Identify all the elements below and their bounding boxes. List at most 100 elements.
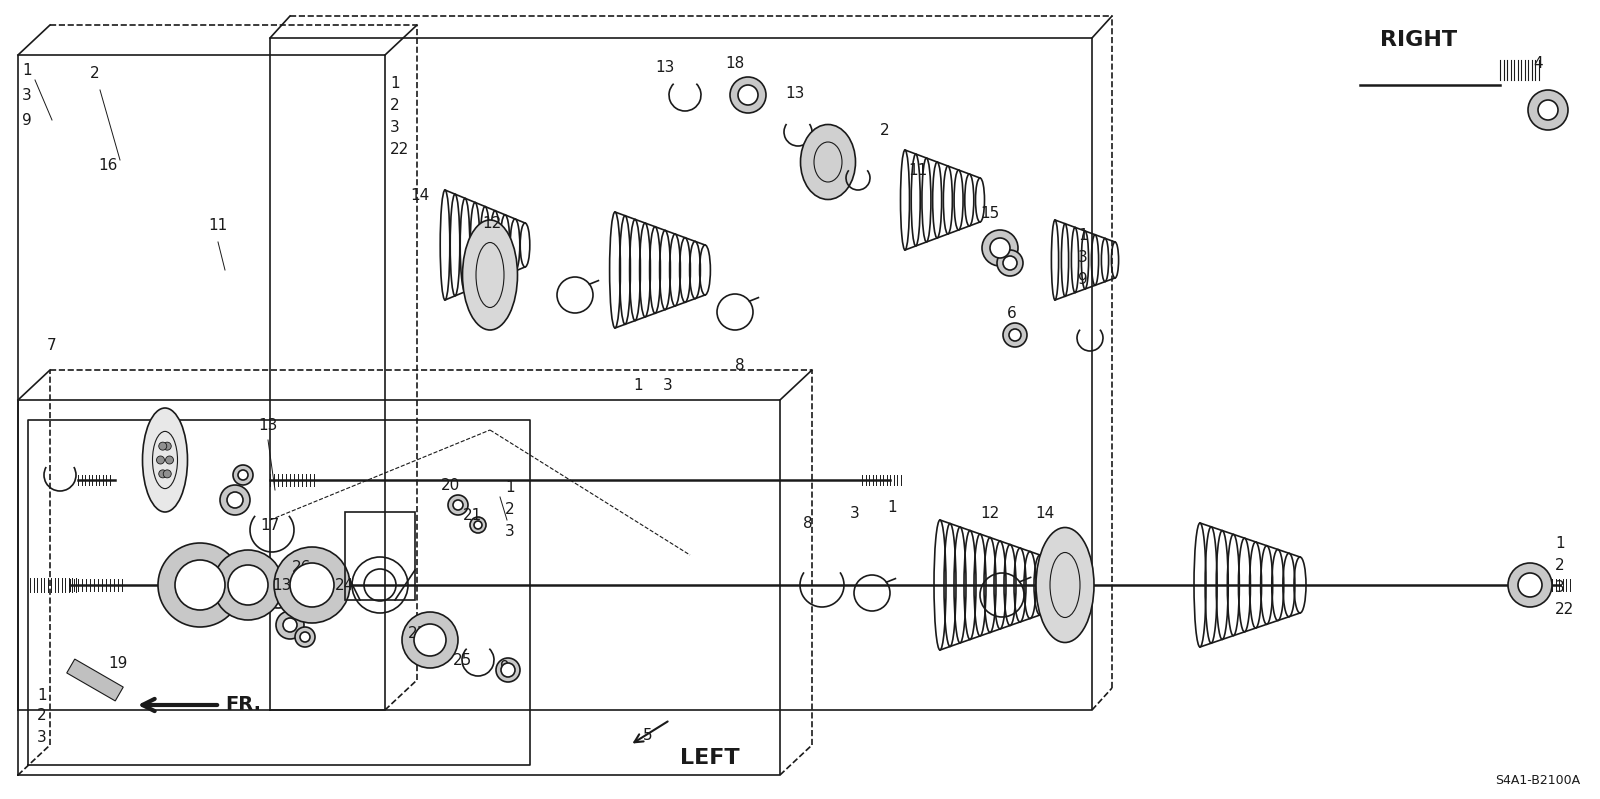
Text: LEFT: LEFT (680, 748, 739, 768)
Text: 19: 19 (109, 656, 128, 671)
Circle shape (238, 470, 248, 480)
Circle shape (496, 658, 520, 682)
Text: 13: 13 (656, 60, 675, 75)
Text: 1: 1 (634, 378, 643, 393)
Text: 13: 13 (258, 418, 278, 433)
Text: 2: 2 (1555, 558, 1565, 573)
Circle shape (165, 456, 173, 464)
Circle shape (414, 624, 446, 656)
Circle shape (174, 560, 226, 610)
Text: 1: 1 (22, 63, 32, 78)
Text: 3: 3 (1078, 250, 1088, 265)
Circle shape (301, 632, 310, 642)
Circle shape (1507, 563, 1552, 607)
Circle shape (221, 485, 250, 515)
Circle shape (1528, 90, 1568, 130)
Text: 12: 12 (981, 506, 1000, 521)
Ellipse shape (1037, 527, 1094, 642)
Circle shape (1518, 573, 1542, 597)
Text: 4: 4 (1533, 56, 1542, 71)
Circle shape (997, 250, 1022, 276)
Circle shape (1003, 256, 1018, 270)
Text: 22: 22 (1555, 602, 1574, 617)
Text: 2: 2 (90, 66, 99, 81)
Text: 7: 7 (46, 338, 58, 353)
Text: 1: 1 (1078, 228, 1088, 243)
Circle shape (470, 517, 486, 533)
Ellipse shape (462, 220, 517, 330)
Circle shape (730, 77, 766, 113)
Text: 1: 1 (37, 688, 46, 703)
Circle shape (157, 456, 165, 464)
Text: 16: 16 (98, 158, 118, 173)
Text: 18: 18 (725, 56, 744, 71)
Text: 9: 9 (1078, 272, 1088, 287)
Text: 1: 1 (1555, 536, 1565, 551)
Text: 2: 2 (390, 98, 400, 113)
Circle shape (294, 627, 315, 647)
Text: 3: 3 (850, 506, 859, 521)
Text: 23: 23 (408, 626, 427, 641)
Circle shape (234, 465, 253, 485)
Circle shape (274, 547, 350, 623)
Text: 8: 8 (803, 516, 813, 531)
Text: 6: 6 (1006, 306, 1018, 321)
Circle shape (277, 611, 304, 639)
Text: 11: 11 (909, 163, 928, 178)
Circle shape (1538, 100, 1558, 120)
Polygon shape (67, 659, 123, 701)
Text: 9: 9 (501, 660, 510, 675)
Circle shape (163, 470, 171, 478)
Circle shape (283, 618, 298, 632)
Circle shape (474, 521, 482, 529)
Circle shape (982, 230, 1018, 266)
Text: 9: 9 (22, 113, 32, 128)
Circle shape (158, 470, 166, 478)
Text: 3: 3 (1555, 580, 1565, 595)
Text: 3: 3 (390, 120, 400, 135)
Text: FR.: FR. (226, 695, 261, 714)
Text: 17: 17 (261, 518, 280, 533)
Text: 5: 5 (643, 728, 653, 743)
Text: 8: 8 (734, 358, 746, 373)
Circle shape (158, 442, 166, 450)
Circle shape (213, 550, 283, 620)
Circle shape (738, 85, 758, 105)
Text: 13: 13 (272, 578, 291, 593)
Text: RIGHT: RIGHT (1379, 30, 1458, 50)
Circle shape (990, 238, 1010, 258)
Text: 20: 20 (440, 478, 459, 493)
Text: 21: 21 (462, 508, 482, 523)
Circle shape (448, 495, 467, 515)
Circle shape (290, 563, 334, 607)
Circle shape (227, 492, 243, 508)
Text: 1: 1 (886, 500, 898, 515)
Text: 14: 14 (410, 188, 430, 203)
Text: 12: 12 (482, 216, 502, 231)
Text: S4A1-B2100A: S4A1-B2100A (1494, 773, 1581, 786)
Circle shape (501, 663, 515, 677)
Circle shape (402, 612, 458, 668)
Text: 3: 3 (37, 730, 46, 745)
Ellipse shape (142, 408, 187, 512)
Circle shape (163, 442, 171, 450)
Text: 22: 22 (390, 142, 410, 157)
Circle shape (1003, 323, 1027, 347)
Text: 26: 26 (293, 560, 312, 575)
Text: 15: 15 (981, 206, 1000, 221)
Text: 14: 14 (1035, 506, 1054, 521)
Text: 3: 3 (662, 378, 674, 393)
Text: 13: 13 (786, 86, 805, 101)
Text: 1: 1 (390, 76, 400, 91)
Text: 11: 11 (208, 218, 227, 233)
Text: 24: 24 (336, 578, 355, 593)
Circle shape (453, 500, 462, 510)
Circle shape (1010, 329, 1021, 341)
Text: 25: 25 (453, 653, 472, 668)
Text: 3: 3 (22, 88, 32, 103)
Ellipse shape (800, 125, 856, 200)
Text: 2: 2 (506, 502, 515, 517)
Circle shape (229, 565, 269, 605)
Text: 2: 2 (880, 123, 890, 138)
Text: 3: 3 (506, 524, 515, 539)
